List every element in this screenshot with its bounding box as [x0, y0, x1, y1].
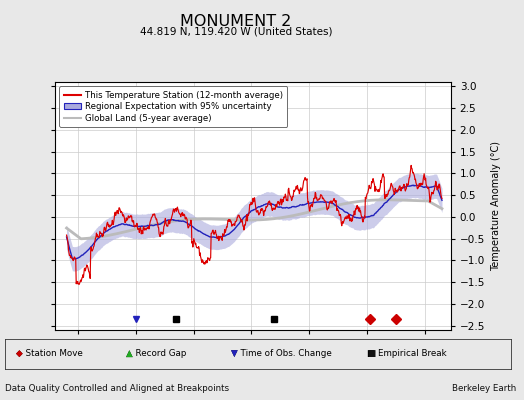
Text: ■ Empirical Break: ■ Empirical Break: [367, 349, 446, 358]
Text: ▼ Time of Obs. Change: ▼ Time of Obs. Change: [231, 349, 331, 358]
Text: ▲: ▲: [126, 349, 133, 358]
Text: ◆: ◆: [16, 349, 23, 358]
Text: ▲ Record Gap: ▲ Record Gap: [126, 349, 186, 358]
Legend: This Temperature Station (12-month average), Regional Expectation with 95% uncer: This Temperature Station (12-month avera…: [59, 86, 288, 127]
Text: ◆ Station Move: ◆ Station Move: [16, 349, 82, 358]
Text: MONUMENT 2: MONUMENT 2: [180, 14, 291, 29]
Text: Data Quality Controlled and Aligned at Breakpoints: Data Quality Controlled and Aligned at B…: [5, 384, 230, 393]
Text: ▼: ▼: [231, 349, 237, 358]
Text: Berkeley Earth: Berkeley Earth: [452, 384, 516, 393]
Text: ■: ■: [367, 349, 375, 358]
Text: 44.819 N, 119.420 W (United States): 44.819 N, 119.420 W (United States): [139, 26, 332, 36]
Y-axis label: Temperature Anomaly (°C): Temperature Anomaly (°C): [490, 141, 500, 271]
